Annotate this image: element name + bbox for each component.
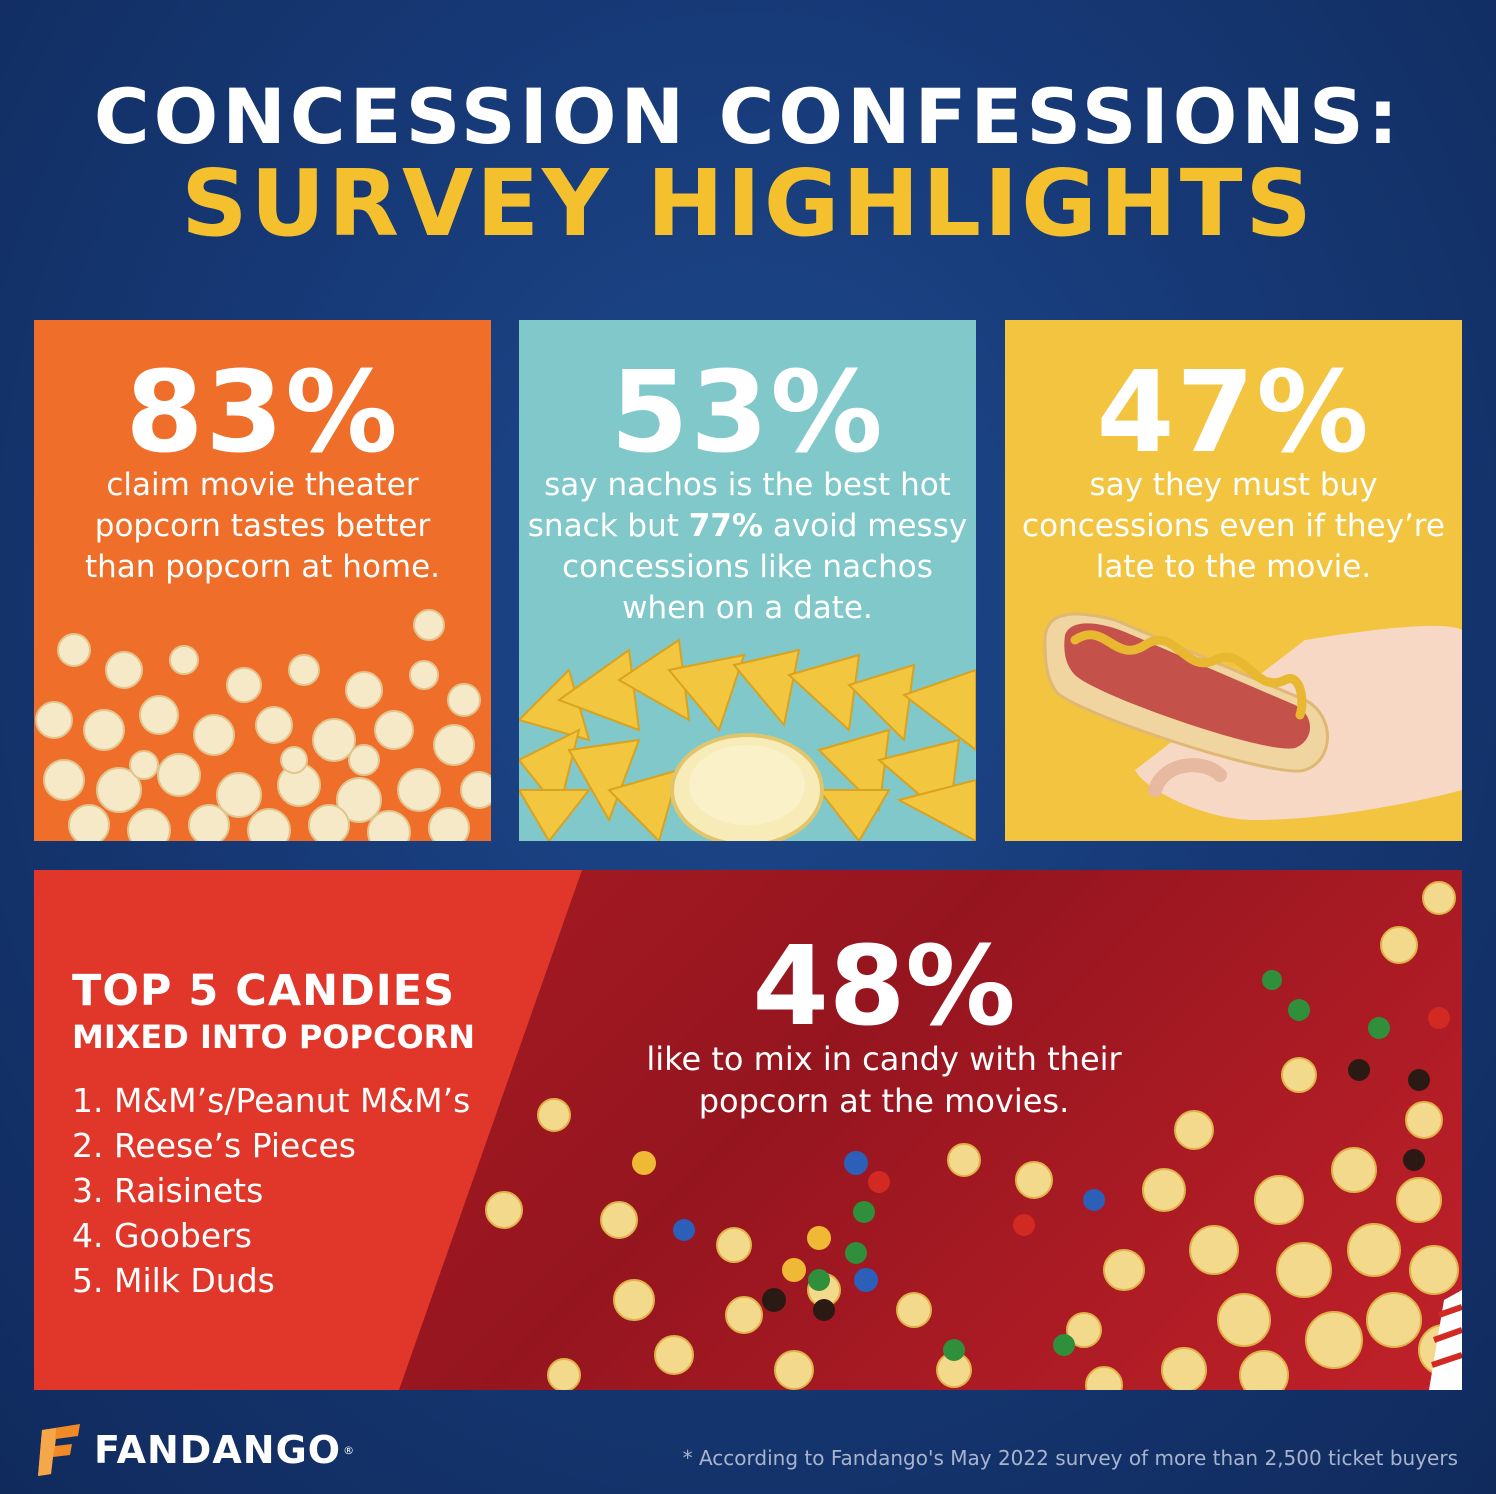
stat-card-popcorn: 83% claim movie theater popcorn tastes b… (34, 320, 491, 841)
stat-highlight-percent: 77% (688, 508, 763, 544)
candy-list: 1. M&M’s/Peanut M&M’s 2. Reese’s Pieces … (72, 1078, 470, 1303)
mix-stat-description: like to mix in candy with their popcorn … (646, 1040, 1122, 1120)
registered-mark: ® (343, 1443, 355, 1457)
list-item: 1. M&M’s/Peanut M&M’s (72, 1081, 471, 1120)
stat-percent: 47% (1096, 348, 1371, 478)
candy-popcorn-panel: TOP 5 CANDIES MIXED INTO POPCORN 1. M&M’… (34, 870, 1462, 1390)
mix-stat-percent: 48% (752, 922, 1016, 1050)
stat-description: say nachos is the best hot snack but 77%… (519, 465, 976, 629)
list-item: 4. Goobers (72, 1216, 252, 1255)
stat-description-part-2: avoid messy concessions like nachos when… (562, 508, 968, 626)
stat-percent: 83% (125, 348, 400, 478)
hotdog-image (1043, 612, 1462, 820)
headline-line-2: SURVEY HIGHLIGHTS (181, 150, 1315, 257)
fandango-logo: FANDANGO ® (36, 1424, 354, 1476)
list-item: 2. Reese’s Pieces (72, 1126, 356, 1165)
candy-popcorn-image (34, 870, 1462, 1390)
stat-description: say they must buy concessions even if th… (1022, 467, 1445, 585)
list-item: 5. Milk Duds (72, 1261, 275, 1300)
survey-footnote: * According to Fandango's May 2022 surve… (682, 1446, 1458, 1470)
stat-description-part-1: say nachos is the best hot snack but (527, 467, 951, 544)
stat-card-hotdog: 47% say they must buy concessions even i… (1005, 320, 1462, 841)
candy-list-title: TOP 5 CANDIES (72, 966, 456, 1016)
list-item: 3. Raisinets (72, 1171, 264, 1210)
stat-description: claim movie theater popcorn tastes bette… (84, 467, 441, 585)
stat-card-nachos: 53% say nachos is the best hot snack but… (519, 320, 976, 841)
candy-list-subtitle: MIXED INTO POPCORN (72, 1018, 476, 1056)
stat-percent: 53% (610, 348, 885, 478)
popcorn-image (35, 609, 491, 841)
headline-line-1: CONCESSION CONFESSIONS: (93, 72, 1403, 161)
nachos-image (519, 638, 976, 841)
brand-name: FANDANGO (94, 1428, 342, 1472)
fandango-logo-icon (38, 1424, 80, 1476)
